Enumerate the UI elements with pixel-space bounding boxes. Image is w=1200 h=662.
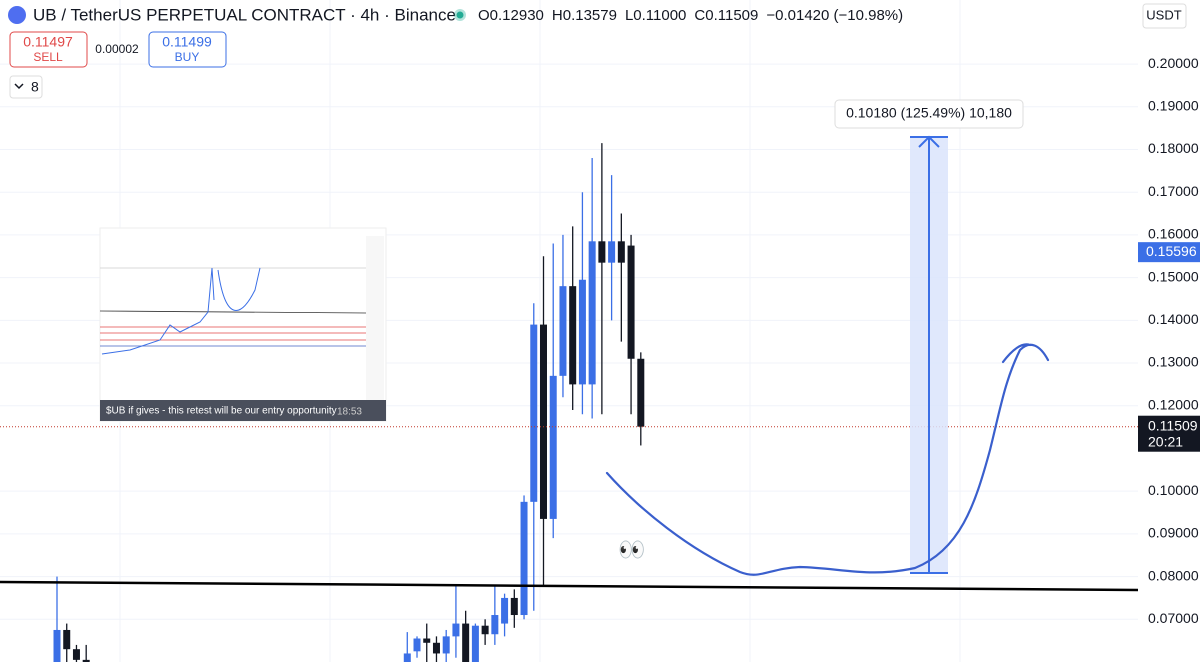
y-tick-label: 0.18000 [1148, 140, 1199, 156]
candle-body [53, 629, 61, 662]
drawn-curve [605, 343, 1050, 576]
measure-label-box [834, 99, 1024, 129]
candle-body [559, 286, 567, 376]
candle-body [82, 659, 90, 662]
y-tick-label: 0.19000 [1148, 97, 1199, 113]
status-dot [456, 11, 464, 19]
buy-label: BUY [175, 50, 200, 64]
candle-body [481, 625, 489, 635]
y-tick-label: 0.08000 [1148, 567, 1199, 583]
buy-button[interactable] [148, 31, 227, 68]
y-tick-label: 0.13000 [1148, 354, 1199, 370]
spread: 0.00002 [95, 42, 139, 56]
y-tick-label: 0.17000 [1148, 183, 1199, 199]
last-price-label: 0.11509 [1148, 417, 1198, 433]
y-tick-label: 0.07000 [1148, 610, 1199, 626]
candle-body [442, 636, 450, 654]
axis-labels: 0.07000 0.08000 0.09000 0.10000 0.12000 0.130… [1138, 55, 1200, 626]
inset-time: 18:53 [337, 407, 362, 418]
inset-line [99, 310, 367, 314]
candle-body [549, 375, 557, 519]
candle-body [608, 241, 616, 263]
trend-line [0, 580, 1139, 592]
symbol-icon [8, 6, 26, 24]
price-axis [1138, 0, 1200, 662]
countdown: 20:21 [1148, 433, 1183, 449]
y-tick-label: 0.10000 [1148, 482, 1199, 498]
buy-price: 0.11499 [162, 34, 212, 50]
chart-title: UB / TetherUS PERPETUAL CONTRACT · 4h · … [33, 5, 456, 24]
currency-box[interactable] [1142, 3, 1187, 29]
ohlc-value: −0.01420 (−10.98%) [766, 7, 903, 24]
y-tick-label: 0.16000 [1148, 226, 1199, 242]
plot [0, 143, 1138, 662]
candle-body [471, 625, 479, 662]
marked-price-label: 0.15596 [1146, 243, 1197, 259]
candle-body [598, 241, 606, 263]
sell-button[interactable] [9, 31, 88, 68]
candle-body [413, 638, 421, 652]
candle-body [578, 279, 586, 385]
indicator-toggle[interactable] [9, 75, 43, 99]
ohlc-value: O0.12930 [478, 7, 544, 24]
candle-body [462, 623, 470, 662]
chevron [14, 83, 24, 90]
candle-body [403, 653, 411, 662]
currency: USDT [1146, 7, 1181, 22]
candle-body [627, 245, 635, 359]
y-tick-label: 0.12000 [1148, 396, 1199, 412]
ohlc-value: C0.11509 [694, 7, 758, 24]
candle-body [63, 629, 71, 650]
candle-body [588, 241, 596, 385]
sell-label: SELL [33, 50, 63, 64]
y-tick-label: 0.09000 [1148, 525, 1199, 541]
sell-price: 0.11497 [23, 34, 73, 50]
inset-curve [101, 267, 261, 355]
measure-label: 0.10180 (125.49%) 10,180 [846, 105, 1012, 121]
y-tick-label: 0.14000 [1148, 311, 1199, 327]
inset-axis [366, 236, 384, 400]
inset-caption: $UB if gives - this retest will be our e… [106, 406, 337, 417]
ohlc-value: L0.11000 [625, 7, 686, 24]
candle-body [520, 501, 528, 616]
inset-frame [99, 227, 387, 422]
candle-body [540, 324, 547, 519]
candle-body [432, 642, 440, 654]
inset-image: $UB if gives - this retest will be our e… [99, 227, 387, 422]
y-tick-label: 0.20000 [1148, 55, 1199, 71]
inset-caption-bar [100, 400, 386, 421]
ohlc-value: H0.13579 [552, 7, 617, 24]
ohlc-readout: O0.12930 H0.13579 L0.11000 C0.11509 −0.01420… [478, 7, 903, 24]
last-price-box [1138, 415, 1200, 452]
candle-body [637, 358, 645, 427]
indicator-count: 8 [31, 79, 39, 95]
candle-body [510, 597, 518, 616]
candle-body [569, 286, 577, 385]
emoji-annotation: 👀 [618, 537, 645, 562]
candle-body [423, 638, 431, 643]
candle-body [501, 597, 509, 624]
candle-body [452, 623, 460, 637]
candle-body [530, 324, 538, 502]
candle-body [491, 615, 499, 635]
y-tick-label: 0.15000 [1148, 268, 1199, 284]
candle-body [72, 649, 80, 660]
marked-price-box [1138, 242, 1200, 263]
candle-body [617, 241, 625, 263]
